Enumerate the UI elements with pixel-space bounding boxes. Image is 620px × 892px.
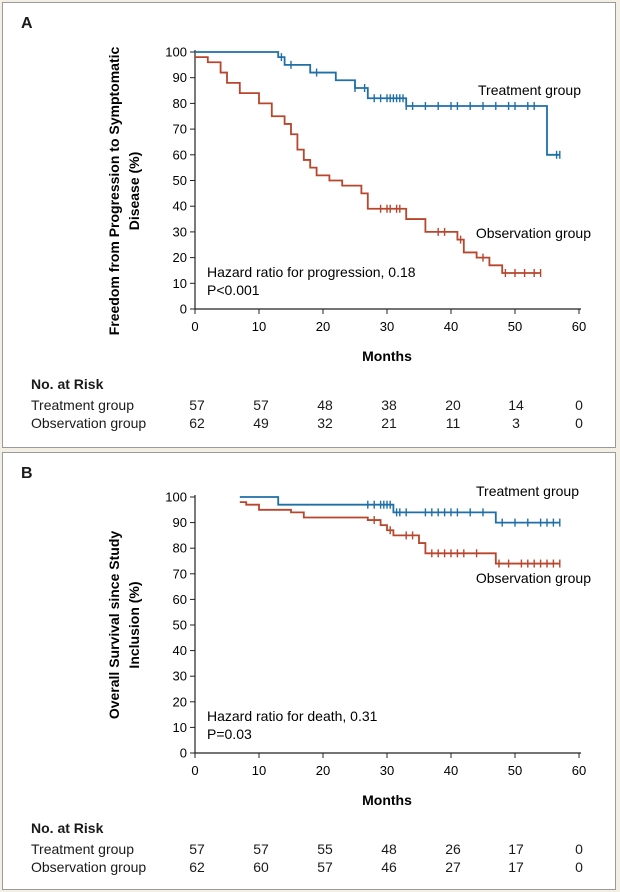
treatment-group-line [195, 51, 560, 156]
y-tick-label: 100 [165, 490, 187, 505]
y-tick-label: 50 [173, 173, 187, 188]
risk-value: 60 [253, 859, 269, 875]
risk-value: 57 [189, 841, 205, 857]
x-tick-label: 10 [252, 319, 266, 334]
risk-value: 32 [317, 415, 333, 431]
km-plot-survival: 0 10 20 30 40 50 60 70 80 90 100 0 10 20 30 40 50 60 Month… [106, 483, 591, 808]
y-tick-label: 50 [173, 618, 187, 633]
risk-value: 11 [445, 415, 461, 431]
risk-value: 17 [508, 859, 524, 875]
risk-row-label: Observation group [31, 415, 147, 431]
observation-group-line [195, 56, 541, 274]
x-axis-label: Months [362, 792, 412, 808]
y-tick-label: 20 [173, 694, 187, 709]
observation-group-label: Observation group [476, 225, 591, 241]
y-tick-label: 70 [173, 122, 187, 137]
hazard-ratio-text: Hazard ratio for death, 0.31 [207, 708, 378, 724]
y-tick-label: 40 [173, 199, 187, 214]
y-tick-label: 40 [173, 643, 187, 658]
risk-value: 48 [317, 397, 333, 413]
risk-value: 14 [508, 397, 524, 413]
x-tick-label: 30 [380, 763, 394, 778]
risk-value: 57 [189, 397, 205, 413]
treatment-group-label: Treatment group [478, 82, 581, 98]
y-tick-label: 10 [173, 720, 187, 735]
y-tick-label: 80 [173, 96, 187, 111]
y-axis-label: Freedom from Progression to Symptomatic [106, 46, 122, 335]
y-tick-label: 60 [173, 592, 187, 607]
risk-value: 49 [253, 415, 269, 431]
panel-a: A 0 10 20 30 40 50 60 70 80 90 100 0 10 20 30 40 50 60 Mon… [2, 2, 616, 448]
risk-value: 20 [445, 397, 461, 413]
risk-table-title: No. at Risk [31, 376, 104, 392]
treatment-group-line [239, 496, 560, 524]
panel-letter: A [21, 15, 33, 32]
risk-row-observation: Observation group 62 49 32 21 11 3 0 [3, 415, 617, 433]
panel-b: B 0 10 20 30 40 50 60 70 80 90 100 0 10 20 30 40 50 60 Mon… [2, 452, 616, 890]
observation-group-line [239, 501, 560, 565]
x-tick-label: 50 [508, 763, 522, 778]
x-tick-label: 40 [444, 319, 458, 334]
risk-value: 46 [381, 859, 397, 875]
risk-table-title: No. at Risk [31, 820, 104, 836]
km-plot-progression: 0 10 20 30 40 50 60 70 80 90 100 0 10 20 30 40 50 60 Month… [106, 45, 591, 365]
risk-value: 57 [253, 397, 269, 413]
panel-letter: B [21, 465, 33, 482]
y-tick-label: 0 [180, 746, 187, 761]
risk-row-observation: Observation group 62 60 57 46 27 17 0 [3, 859, 617, 877]
y-axis-label: Disease (%) [126, 152, 142, 231]
y-tick-label: 30 [173, 224, 187, 239]
y-tick-label: 0 [180, 302, 187, 317]
treatment-group-label: Treatment group [476, 483, 579, 499]
risk-value: 0 [575, 415, 583, 431]
x-axis-label: Months [362, 348, 412, 364]
risk-value: 38 [381, 397, 397, 413]
observation-group-label: Observation group [476, 570, 591, 586]
x-tick-label: 20 [316, 763, 330, 778]
risk-value: 0 [575, 859, 583, 875]
risk-value: 62 [189, 415, 205, 431]
x-tick-label: 40 [444, 763, 458, 778]
x-tick-label: 10 [252, 763, 266, 778]
x-tick-label: 0 [191, 763, 198, 778]
x-tick-label: 30 [380, 319, 394, 334]
risk-value: 26 [445, 841, 461, 857]
x-tick-label: 60 [572, 763, 586, 778]
risk-row-treatment: Treatment group 57 57 55 48 26 17 0 [3, 841, 617, 859]
y-tick-label: 10 [173, 276, 187, 291]
risk-value: 57 [253, 841, 269, 857]
risk-row-label: Treatment group [31, 397, 134, 413]
risk-value: 55 [317, 841, 333, 857]
risk-value: 48 [381, 841, 397, 857]
risk-value: 27 [445, 859, 461, 875]
risk-row-label: Treatment group [31, 841, 134, 857]
x-tick-label: 0 [191, 319, 198, 334]
hazard-ratio-text: Hazard ratio for progression, 0.18 [207, 264, 416, 280]
risk-row-label: Observation group [31, 859, 147, 875]
y-tick-label: 100 [165, 45, 187, 60]
y-tick-label: 20 [173, 250, 187, 265]
risk-row-treatment: Treatment group 57 57 48 38 20 14 0 [3, 397, 617, 415]
y-tick-label: 30 [173, 669, 187, 684]
x-tick-label: 20 [316, 319, 330, 334]
y-axis-label: Inclusion (%) [126, 581, 142, 668]
risk-value: 3 [512, 415, 520, 431]
risk-value: 21 [381, 415, 397, 431]
y-tick-label: 80 [173, 541, 187, 556]
y-axis-label: Overall Survival since Study [106, 531, 122, 720]
risk-value: 0 [575, 841, 583, 857]
risk-value: 62 [189, 859, 205, 875]
p-value-text: P<0.001 [207, 282, 260, 298]
y-tick-label: 90 [173, 70, 187, 85]
risk-value: 57 [317, 859, 333, 875]
risk-value: 17 [508, 841, 524, 857]
x-tick-label: 60 [572, 319, 586, 334]
y-tick-label: 70 [173, 566, 187, 581]
risk-value: 0 [575, 397, 583, 413]
p-value-text: P=0.03 [207, 726, 252, 742]
x-tick-label: 50 [508, 319, 522, 334]
y-tick-label: 60 [173, 147, 187, 162]
y-tick-label: 90 [173, 515, 187, 530]
